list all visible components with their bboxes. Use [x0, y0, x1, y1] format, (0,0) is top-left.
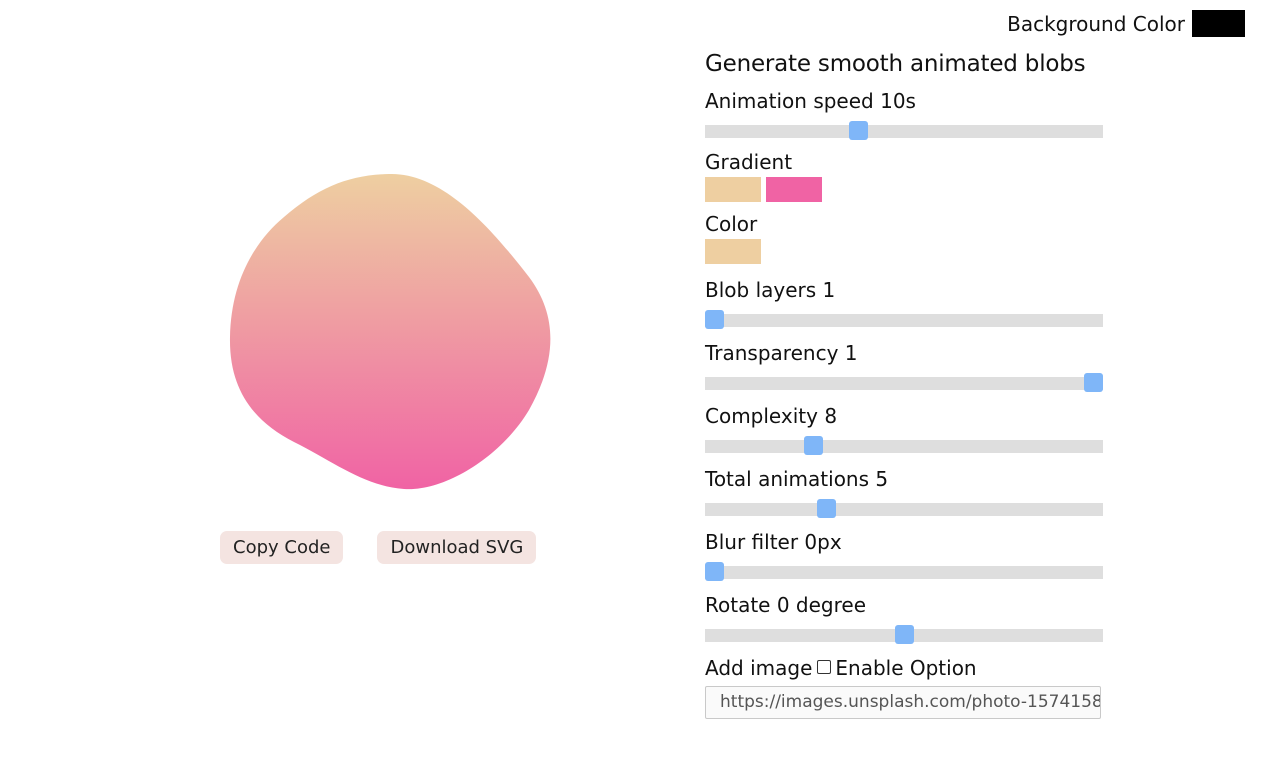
rotate-control: Rotate 0 degree	[705, 593, 1103, 644]
gradient-label: Gradient	[705, 150, 793, 174]
blob-svg	[229, 173, 551, 490]
background-color-swatch[interactable]	[1192, 10, 1245, 37]
add-image-label: Add image	[705, 656, 813, 680]
blur-filter-slider[interactable]	[705, 562, 1103, 581]
add-image-control: Add image Enable Option https://images.un…	[705, 656, 1103, 719]
rotate-slider-thumb[interactable]	[894, 625, 914, 644]
download-svg-button[interactable]: Download SVG	[377, 531, 537, 564]
blur-filter-label: Blur filter 0px	[705, 530, 842, 554]
complexity-slider-thumb[interactable]	[803, 436, 823, 455]
gradient-start-swatch[interactable]	[705, 177, 761, 202]
total-animations-slider[interactable]	[705, 499, 1103, 518]
copy-code-button[interactable]: Copy Code	[220, 531, 344, 564]
enable-option-label[interactable]: Enable Option	[835, 656, 977, 680]
total-animations-slider-thumb[interactable]	[816, 499, 836, 518]
rotate-slider[interactable]	[705, 625, 1103, 644]
blur-filter-slider-thumb[interactable]	[705, 562, 724, 581]
animation-speed-slider[interactable]	[705, 121, 1103, 140]
complexity-label: Complexity 8	[705, 404, 838, 428]
image-url-input[interactable]: https://images.unsplash.com/photo-157415…	[705, 686, 1101, 719]
transparency-control: Transparency 1	[705, 341, 1103, 392]
rotate-label: Rotate 0 degree	[705, 593, 867, 617]
transparency-label: Transparency 1	[705, 341, 858, 365]
animation-speed-label: Animation speed 10s	[705, 89, 916, 113]
animation-speed-slider-thumb[interactable]	[849, 121, 869, 140]
animation-speed-control: Animation speed 10s	[705, 89, 1103, 140]
blob-shape	[229, 173, 551, 490]
blob-layers-label: Blob layers 1	[705, 278, 836, 302]
color-swatch[interactable]	[705, 239, 761, 264]
gradient-end-swatch[interactable]	[766, 177, 822, 202]
blob-layers-control: Blob layers 1	[705, 278, 1103, 329]
transparency-slider-thumb[interactable]	[1084, 373, 1103, 392]
color-control: Color	[705, 212, 1103, 264]
total-animations-control: Total animations 5	[705, 467, 1103, 518]
enable-option-checkbox[interactable]	[817, 659, 832, 674]
add-image-row: Add image Enable Option	[705, 656, 1103, 680]
blur-filter-control: Blur filter 0px	[705, 530, 1103, 581]
transparency-slider[interactable]	[705, 373, 1103, 392]
background-color-label: Background Color	[1007, 11, 1185, 36]
blob-preview	[229, 172, 554, 492]
total-animations-label: Total animations 5	[705, 467, 889, 491]
action-buttons: Copy Code Download SVG	[220, 531, 537, 564]
control-panel: Generate smooth animated blobs Animation…	[705, 48, 1103, 719]
color-label: Color	[705, 212, 758, 236]
blob-layers-slider[interactable]	[705, 310, 1103, 329]
gradient-control: Gradient	[705, 150, 1103, 202]
complexity-slider[interactable]	[705, 436, 1103, 455]
blob-layers-slider-thumb[interactable]	[705, 310, 724, 329]
panel-title: Generate smooth animated blobs	[705, 51, 1086, 77]
background-color-control: Background Color	[1007, 10, 1245, 37]
complexity-control: Complexity 8	[705, 404, 1103, 455]
